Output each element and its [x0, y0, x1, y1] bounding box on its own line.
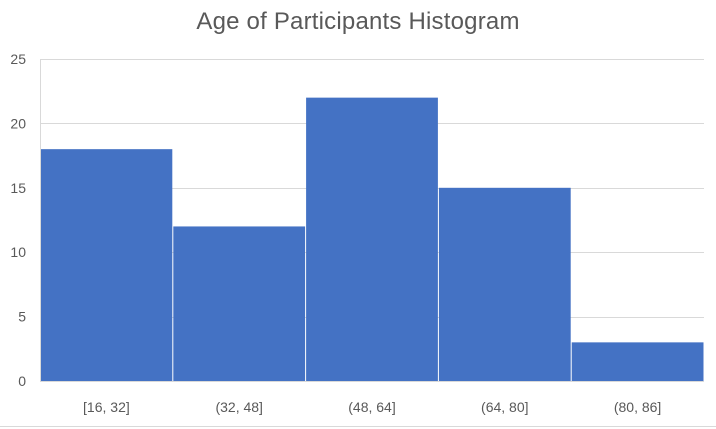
y-tick-label: 5: [18, 309, 26, 325]
x-axis-categories: [16, 32] (32, 48] (48, 64] (64, 80] (80, 86]: [83, 399, 661, 415]
y-tick-label: 10: [10, 244, 26, 260]
x-category-label: (32, 48]: [215, 399, 262, 415]
y-tick-label: 0: [18, 373, 26, 389]
x-category-label: (80, 86]: [614, 399, 661, 415]
x-category-label: (64, 80]: [481, 399, 528, 415]
bar: [571, 342, 704, 381]
axes: [40, 59, 704, 382]
y-tick-label: 25: [10, 51, 26, 67]
y-tick-label: 20: [10, 115, 26, 131]
y-tick-label: 15: [10, 180, 26, 196]
x-category-label: [16, 32]: [83, 399, 130, 415]
y-axis-ticks: 0 5 10 15 20 25: [10, 51, 26, 389]
x-category-label: (48, 64]: [348, 399, 395, 415]
bar: [306, 97, 438, 381]
bar: [173, 226, 306, 381]
bottom-border: [0, 426, 716, 427]
bar: [40, 149, 173, 381]
bar: [438, 187, 571, 381]
bars: [40, 97, 704, 381]
chart-title: Age of Participants Histogram: [196, 8, 520, 35]
